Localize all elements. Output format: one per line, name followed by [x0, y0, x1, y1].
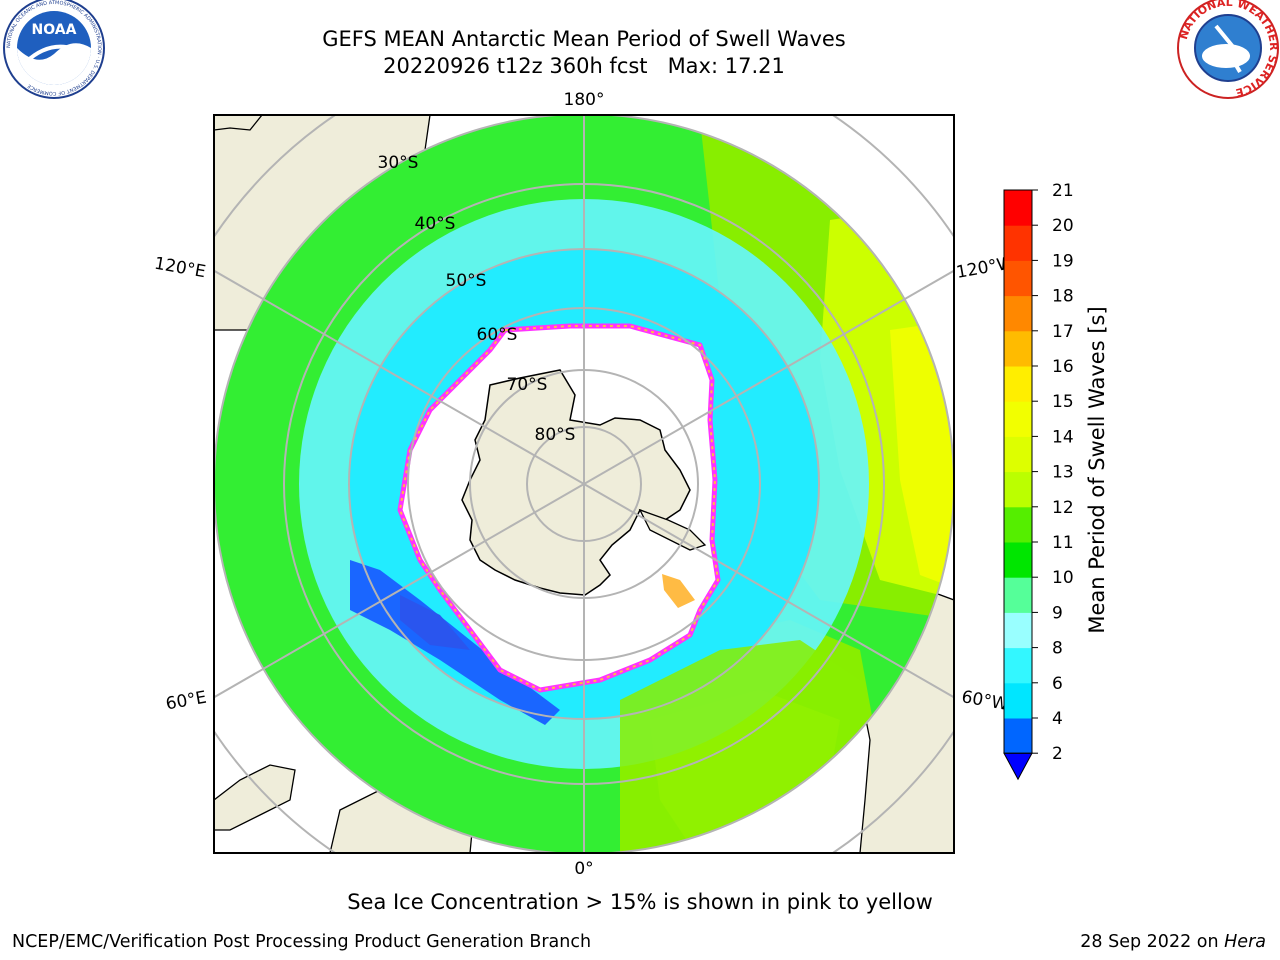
colorbar-tick-label: 4 — [1052, 709, 1063, 729]
meridian-60e — [214, 483, 585, 699]
colorbar-tick-label: 14 — [1052, 427, 1074, 447]
meridian-120w — [583, 269, 954, 485]
colorbar-segment — [1004, 190, 1032, 226]
colorbar-segment — [1004, 295, 1032, 332]
colorbar-tick-label: 15 — [1052, 392, 1074, 412]
colorbar-tick-label: 10 — [1052, 568, 1074, 588]
colorbar-segment — [1004, 436, 1032, 473]
lat-label-80: 80°S — [535, 425, 576, 445]
lon-label-120e: 120°E — [153, 254, 207, 283]
lat-label-70: 70°S — [507, 375, 548, 395]
colorbar-tick-label: 6 — [1052, 674, 1063, 694]
colorbar-segment — [1004, 718, 1032, 754]
antarctic-peninsula — [638, 508, 707, 551]
lon-label-60e: 60°E — [164, 688, 208, 715]
graticule — [214, 115, 954, 853]
colorbar-segment — [1004, 647, 1032, 684]
colorbar-tick-label: 8 — [1052, 639, 1063, 659]
title-line-1: GEFS MEAN Antarctic Mean Period of Swell… — [322, 27, 846, 51]
colorbar-tick-label: 21 — [1052, 181, 1074, 201]
colorbar-label: Mean Period of Swell Waves [s] — [1085, 306, 1109, 634]
map-frame — [213, 114, 955, 854]
colorbar-tick-label: 16 — [1052, 357, 1074, 377]
colorbar-tick-label: 19 — [1052, 251, 1074, 271]
colorbar-segment — [1004, 506, 1032, 543]
lon-label-180: 180° — [564, 90, 605, 110]
colorbar-segment — [1004, 366, 1032, 402]
colorbar-tick-label: 17 — [1052, 322, 1074, 342]
colorbar-segment — [1004, 577, 1032, 613]
lat-label-40: 40°S — [415, 214, 456, 234]
lat-label-30: 30°S — [378, 153, 419, 173]
sea-ice-caption: Sea Ice Concentration > 15% is shown in … — [347, 890, 933, 914]
colorbar-underflow-arrow — [1003, 752, 1033, 781]
lat-label-50: 50°S — [446, 271, 487, 291]
colorbar-tick-label: 9 — [1052, 603, 1063, 623]
colorbar-tick-label: 12 — [1052, 498, 1074, 518]
antarctica — [461, 369, 691, 596]
footer-date: 28 Sep 2022 on Hera — [1080, 932, 1266, 952]
meridian-120e — [214, 269, 585, 485]
footer-credit: NCEP/EMC/Verification Post Processing Pr… — [12, 932, 592, 952]
title-line-2: 20220926 t12z 360h fcst Max: 17.21 — [383, 54, 785, 78]
meridian-60w — [583, 483, 954, 699]
nws-logo: NATIONAL WEATHER SERVICE — [1177, 0, 1280, 99]
lon-label-0: 0° — [574, 859, 593, 879]
colorbar-tick-label: 2 — [1052, 744, 1063, 764]
colorbar-segment — [1004, 471, 1032, 508]
colorbar-segment — [1004, 612, 1032, 649]
colorbar-segment — [1004, 401, 1032, 437]
colorbar-tick-label: 13 — [1052, 463, 1074, 483]
colorbar-segment — [1004, 330, 1032, 367]
footer-host: Hera — [1224, 932, 1266, 952]
noaa-logo: NOAA NATIONAL OCEANIC AND ATMOSPHERIC AD… — [3, 0, 105, 99]
colorbar-segment — [1004, 260, 1032, 297]
colorbar: 2 4 6 8 9 10 11 12 13 14 15 16 17 18 19 20 21 — [1003, 181, 1074, 781]
chart-title: GEFS MEAN Antarctic Mean Period of Swell… — [322, 26, 846, 80]
lon-label-60w: 60°W — [960, 687, 1010, 715]
colorbar-tick-label: 18 — [1052, 287, 1074, 307]
noaa-logo-text: NOAA — [32, 22, 77, 38]
colorbar-segment — [1004, 682, 1032, 719]
footer-date-text: 28 Sep 2022 on — [1080, 932, 1225, 952]
colorbar-tick-label: 11 — [1052, 533, 1074, 553]
colorbar-segment — [1004, 225, 1032, 261]
colorbar-tick-label: 20 — [1052, 216, 1074, 236]
colorbar-segment — [1004, 542, 1032, 578]
lat-label-60: 60°S — [477, 325, 518, 345]
